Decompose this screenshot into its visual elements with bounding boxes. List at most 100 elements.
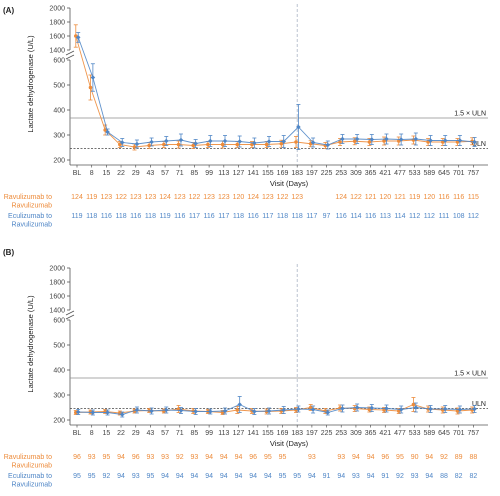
- y-tick-label: 600: [53, 318, 65, 325]
- chart-panel-b: (B) Lactate dehydrogenase (U/L) 1400 1600 18…: [3, 248, 488, 489]
- n-count: 94: [220, 473, 228, 480]
- x-tick-label: BL: [73, 430, 82, 437]
- n-count: 112: [424, 213, 435, 220]
- series-line: [75, 35, 473, 148]
- data-point: [208, 138, 213, 144]
- x-tick-label: 365: [365, 170, 377, 177]
- n-count: 113: [380, 213, 391, 220]
- x-tick-label: 589: [423, 430, 435, 437]
- panel-label: (B): [3, 248, 14, 257]
- data-point: [75, 35, 81, 40]
- x-tick-label: 757: [468, 170, 480, 177]
- y-tick-label: 200: [53, 418, 65, 425]
- n-count: 96: [73, 454, 81, 461]
- data-point: [90, 75, 96, 80]
- series-row-label: Ravulizumab to: [4, 454, 52, 461]
- x-tick-label: 365: [365, 430, 377, 437]
- n-count: 119: [86, 194, 97, 201]
- series-line: [78, 404, 475, 415]
- x-axis-title: Visit (Days): [270, 179, 309, 188]
- y-tick-label: 1400: [49, 48, 65, 55]
- n-count: 94: [367, 454, 375, 461]
- x-tick-label: 99: [205, 430, 213, 437]
- n-count: 95: [293, 473, 301, 480]
- n-count: 94: [425, 473, 433, 480]
- y-tick-label: 1600: [49, 34, 65, 41]
- axis-break-mark: [65, 314, 75, 320]
- series-row-label: Ravulizumab to: [4, 194, 52, 201]
- n-count: 95: [279, 473, 287, 480]
- n-count: 108: [453, 213, 465, 220]
- n-count: 92: [102, 473, 110, 480]
- data-point: [354, 136, 360, 142]
- axis-break-mark: [65, 50, 75, 56]
- data-point: [149, 408, 154, 414]
- x-tick-label: 43: [147, 430, 155, 437]
- n-count: 124: [71, 194, 83, 201]
- n-count: 95: [147, 473, 155, 480]
- x-tick-label: 701: [453, 430, 465, 437]
- x-tick-label: 113: [218, 170, 229, 177]
- x-tick-label: 71: [176, 430, 184, 437]
- data-point: [442, 138, 448, 143]
- n-count: 93: [337, 454, 345, 461]
- data-point: [88, 85, 93, 90]
- n-count: 95: [396, 454, 404, 461]
- data-point: [252, 140, 257, 146]
- n-count: 92: [440, 454, 448, 461]
- series-row-label: Eculizumab to: [8, 473, 52, 480]
- n-count: 119: [159, 213, 170, 220]
- y-tick-label: 1600: [49, 294, 65, 301]
- data-point: [163, 138, 169, 144]
- data-point: [398, 407, 404, 412]
- n-count: 118: [233, 213, 244, 220]
- data-point: [384, 406, 389, 411]
- x-tick-label: 22: [117, 170, 125, 177]
- data-point: [105, 129, 110, 135]
- n-count: 97: [323, 213, 331, 220]
- x-tick-label: 477: [394, 170, 406, 177]
- n-count: 122: [277, 194, 289, 201]
- data-point: [264, 142, 269, 147]
- data-point: [222, 408, 228, 414]
- x-tick-label: 113: [218, 430, 229, 437]
- y-tick-label: 2000: [49, 6, 65, 13]
- n-count: 116: [453, 194, 464, 201]
- n-count: 91: [323, 473, 331, 480]
- data-point: [338, 140, 342, 144]
- data-point: [163, 407, 169, 413]
- data-point: [220, 142, 225, 147]
- x-tick-label: 645: [438, 430, 450, 437]
- n-count: 93: [132, 473, 140, 480]
- x-tick-label: 225: [321, 170, 333, 177]
- x-tick-label: 197: [306, 430, 318, 437]
- n-count: 82: [455, 473, 463, 480]
- data-point: [296, 406, 301, 412]
- reference-line-label: ULN: [472, 141, 486, 148]
- n-count: 93: [352, 473, 360, 480]
- x-tick-label: 253: [335, 170, 347, 177]
- n-count: 82: [469, 473, 477, 480]
- data-point: [281, 407, 287, 413]
- n-count: 117: [306, 213, 317, 220]
- x-tick-label: 169: [277, 170, 289, 177]
- n-count: 90: [411, 454, 419, 461]
- data-point: [75, 409, 81, 415]
- x-tick-label: 589: [423, 170, 435, 177]
- n-count: 94: [337, 473, 345, 480]
- series-row-label: Ravulizumab: [12, 203, 53, 210]
- series-row-label: Ravulizumab: [12, 222, 53, 229]
- x-tick-label: 127: [233, 170, 245, 177]
- data-point: [442, 406, 448, 412]
- data-point: [206, 142, 210, 147]
- x-tick-label: 99: [205, 170, 213, 177]
- n-count: 121: [365, 194, 377, 201]
- n-count: 96: [381, 454, 389, 461]
- n-count: 123: [145, 194, 157, 201]
- n-count: 94: [117, 454, 125, 461]
- data-point: [413, 405, 419, 410]
- n-count: 93: [411, 473, 419, 480]
- x-tick-label: 533: [409, 170, 421, 177]
- y-tick-label: 500: [53, 343, 65, 350]
